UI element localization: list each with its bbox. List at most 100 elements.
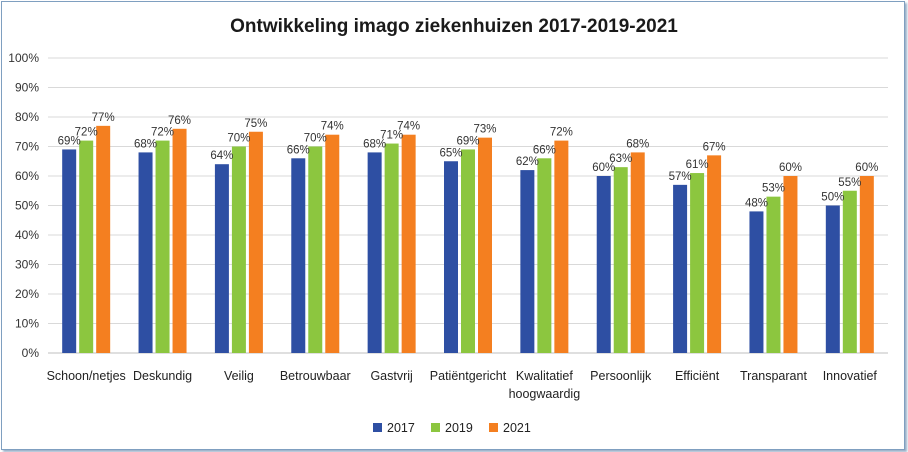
- data-label: 60%: [779, 162, 802, 174]
- bar-2017: [596, 176, 611, 353]
- bar-2017: [62, 149, 77, 353]
- bar-2019: [461, 149, 475, 353]
- category-label: Efficiënt: [675, 369, 720, 383]
- bar-2017: [825, 205, 840, 353]
- data-label: 50%: [821, 192, 844, 204]
- bar-2017: [673, 184, 688, 353]
- bar-2017: [749, 211, 764, 353]
- bar-2021: [783, 176, 798, 353]
- data-label: 72%: [75, 127, 98, 139]
- bar-2019: [842, 190, 857, 353]
- category-label: Veilig: [224, 369, 254, 383]
- legend-label: 2021: [503, 421, 531, 435]
- y-tick-label: 40%: [15, 228, 39, 242]
- gridlines: [48, 57, 888, 354]
- legend: 2017 2019 2021: [373, 421, 531, 435]
- category-label: Kwalitatief: [516, 369, 573, 383]
- bar-2019: [308, 146, 323, 353]
- chart-title: Ontwikkeling imago ziekenhuizen 2017-201…: [230, 16, 678, 37]
- bar-2021: [401, 134, 416, 353]
- data-label: 74%: [397, 121, 420, 133]
- data-label: 73%: [473, 124, 496, 136]
- y-tick-label: 10%: [15, 317, 39, 331]
- y-tick-label: 80%: [15, 110, 39, 124]
- data-label: 70%: [227, 133, 250, 145]
- data-label: 72%: [151, 127, 174, 139]
- bar-2019: [613, 167, 628, 353]
- y-tick-label: 30%: [15, 258, 39, 272]
- bar-2021: [859, 176, 874, 353]
- bar-2021: [630, 152, 645, 353]
- data-label: 76%: [168, 115, 191, 127]
- data-label: 72%: [550, 127, 573, 139]
- bar-2019: [155, 140, 170, 353]
- y-tick-label: 100%: [8, 51, 39, 65]
- data-label: 74%: [321, 121, 344, 133]
- y-tick-label: 60%: [15, 169, 39, 183]
- bar-2017: [214, 164, 229, 353]
- data-label: 70%: [304, 133, 327, 145]
- bar-2019: [384, 143, 399, 353]
- data-label: 75%: [244, 118, 267, 130]
- data-label: 63%: [609, 153, 632, 165]
- y-tick-label: 50%: [15, 199, 39, 213]
- data-label: 71%: [380, 130, 403, 142]
- data-label: 48%: [745, 197, 768, 209]
- category-label: hoogwaardig: [509, 387, 581, 401]
- x-axis: Schoon/netjes Deskundig Veilig Betrouwbaar G…: [47, 369, 878, 401]
- data-label: 60%: [592, 162, 615, 174]
- category-label: Schoon/netjes: [47, 369, 126, 383]
- y-tick-label: 0%: [22, 346, 40, 360]
- y-tick-label: 70%: [15, 140, 39, 154]
- bar-2017: [138, 152, 153, 353]
- category-label: Betrouwbaar: [280, 369, 351, 383]
- bar-2019: [690, 173, 705, 353]
- category-label: Innovatief: [823, 369, 878, 383]
- y-tick-label: 90%: [15, 81, 39, 95]
- bar-2019: [79, 140, 94, 353]
- bars: [62, 125, 874, 353]
- bar-2017: [444, 161, 458, 353]
- category-label: Transparant: [740, 369, 807, 383]
- bar-2017: [291, 158, 306, 353]
- data-label: 68%: [626, 138, 649, 150]
- bar-2021: [478, 137, 492, 353]
- legend-swatch-2017: [373, 423, 382, 432]
- bar-2017: [520, 170, 535, 353]
- bar-2021: [172, 128, 187, 353]
- bar-2021: [325, 134, 340, 353]
- data-label: 68%: [134, 138, 157, 150]
- category-label: Persoonlijk: [590, 369, 652, 383]
- data-label: 60%: [855, 162, 878, 174]
- legend-label: 2019: [445, 421, 473, 435]
- data-label: 67%: [703, 141, 726, 153]
- data-label: 68%: [363, 138, 386, 150]
- data-label: 53%: [762, 183, 785, 195]
- y-axis: 0% 10% 20% 30% 40% 50% 60% 70% 80% 90% 100%: [8, 51, 39, 360]
- bar-2019: [537, 158, 552, 353]
- data-label: 66%: [287, 144, 310, 156]
- data-label: 69%: [58, 135, 81, 147]
- data-label: 57%: [669, 171, 692, 183]
- category-label: Gastvrij: [370, 369, 412, 383]
- bar-2019: [766, 196, 781, 353]
- y-tick-label: 20%: [15, 287, 39, 301]
- category-label: Deskundig: [133, 369, 192, 383]
- legend-swatch-2021: [489, 423, 498, 432]
- legend-label: 2017: [387, 421, 415, 435]
- data-label: 77%: [92, 112, 115, 124]
- data-label: 62%: [516, 156, 539, 168]
- legend-swatch-2019: [431, 423, 440, 432]
- data-label: 64%: [210, 150, 233, 162]
- bar-2021: [96, 125, 111, 353]
- bar-2021: [248, 131, 263, 353]
- bar-2021: [707, 155, 722, 353]
- data-labels: 69%72%77%68%72%76%64%70%75%66%70%74%68%7…: [58, 112, 879, 210]
- bar-2017: [367, 152, 382, 353]
- category-label: Patiëntgericht: [430, 369, 507, 383]
- bar-2019: [231, 146, 246, 353]
- bar-2021: [554, 140, 569, 353]
- data-label: 66%: [533, 144, 556, 156]
- data-label: 61%: [686, 159, 709, 171]
